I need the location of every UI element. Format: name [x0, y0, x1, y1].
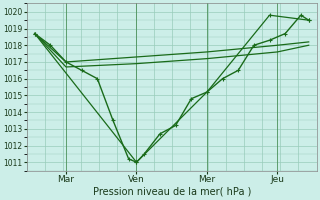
X-axis label: Pression niveau de la mer( hPa ): Pression niveau de la mer( hPa ): [92, 187, 251, 197]
